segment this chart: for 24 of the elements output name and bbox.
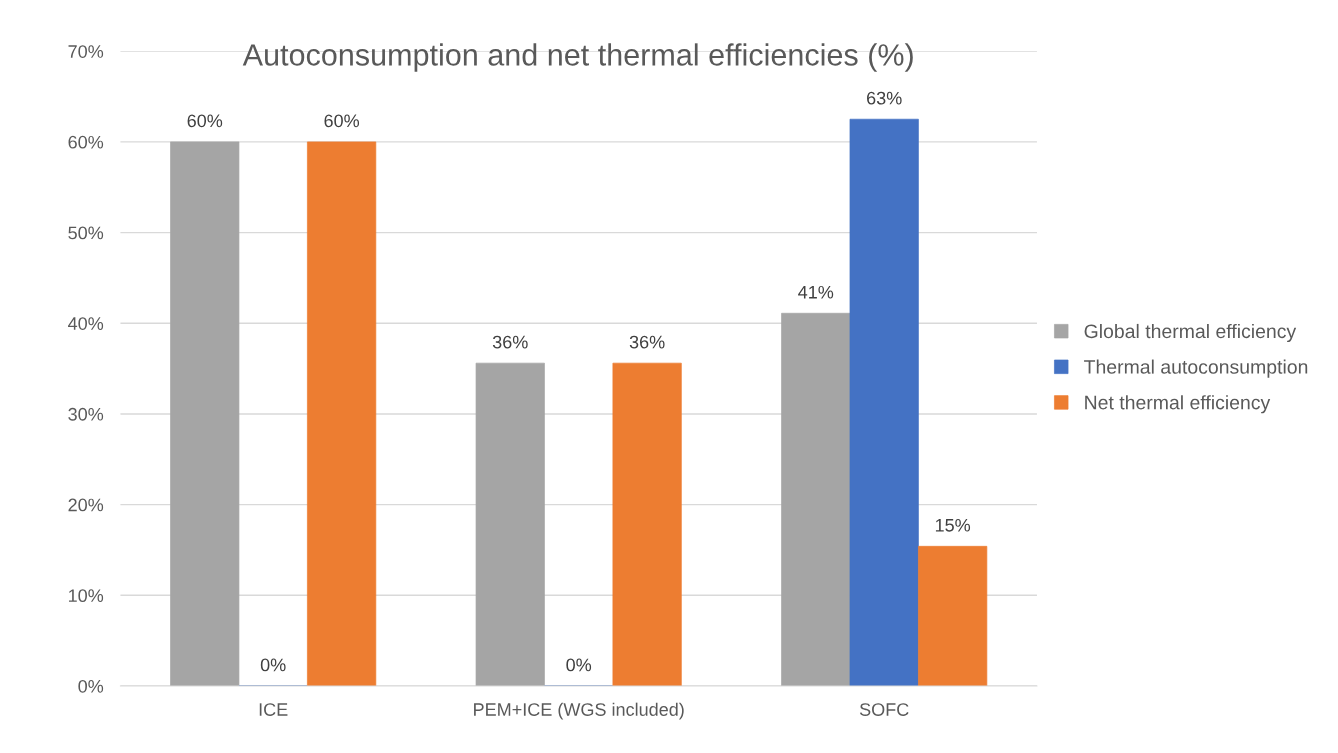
data-label: 0% — [260, 658, 286, 672]
legend-label: Net thermal efficiency — [1085, 395, 1271, 414]
x-tick-label: SOFC — [859, 703, 909, 716]
y-tick-label: 10% — [68, 589, 104, 603]
y-tick-label: 30% — [68, 407, 104, 421]
data-label: 60% — [187, 114, 223, 128]
data-label: 36% — [492, 335, 528, 349]
y-tick-label: 20% — [68, 498, 104, 512]
data-label: 41% — [798, 285, 834, 299]
legend-label: Global thermal efficiency — [1084, 323, 1297, 343]
legend-label: Thermal autoconsumption — [1084, 359, 1308, 378]
data-label: 36% — [629, 335, 665, 349]
x-tick-label: ICE — [259, 703, 288, 716]
y-tick-label: 0% — [78, 679, 104, 693]
x-tick-label: PEM+ICE (WGS included) — [474, 702, 684, 720]
y-tick-label: 60% — [68, 135, 104, 149]
data-label: 15% — [935, 518, 971, 532]
data-label: 60% — [324, 114, 360, 128]
y-tick-label: 70% — [68, 45, 104, 58]
y-tick-label: 50% — [68, 226, 104, 240]
data-label: 63% — [867, 91, 902, 105]
chart-title: Autoconsumption and net thermal efficiencies (%) — [242, 43, 913, 72]
y-tick-label: 40% — [68, 317, 104, 330]
data-label: 0% — [566, 658, 592, 672]
